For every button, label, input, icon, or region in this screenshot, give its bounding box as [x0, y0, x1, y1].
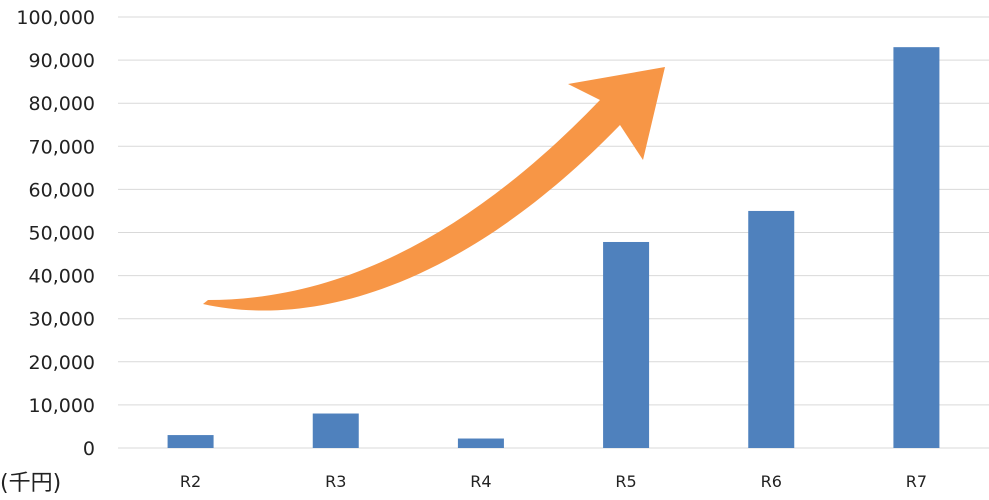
y-tick-label: 100,000	[16, 7, 95, 29]
x-tick-label: R2	[180, 472, 201, 491]
bar-r4	[457, 438, 504, 448]
y-axis-labels: 0 10,000 20,000 30,000 40,000 50,000 60,000 70,…	[16, 7, 95, 460]
y-tick-label: 60,000	[29, 179, 95, 201]
y-tick-label: 10,000	[29, 395, 95, 417]
y-tick-label: 90,000	[29, 50, 95, 72]
bar-r5	[603, 241, 650, 448]
unit-label: (千円)	[0, 471, 61, 496]
x-axis-labels: R2 R3 R4 R5 R6 R7	[180, 472, 927, 491]
y-tick-label: 20,000	[29, 352, 95, 374]
trend-arrow-icon	[203, 67, 665, 311]
x-tick-label: R7	[906, 472, 927, 491]
bar-r3	[312, 413, 359, 448]
bar-r6	[748, 210, 795, 448]
y-tick-label: 70,000	[29, 136, 95, 158]
y-tick-label: 40,000	[29, 266, 95, 288]
y-tick-label: 80,000	[29, 93, 95, 115]
x-tick-label: R5	[615, 472, 636, 491]
y-tick-label: 30,000	[29, 309, 95, 331]
y-tick-label: 50,000	[29, 223, 95, 245]
bar-r7	[893, 47, 940, 449]
x-tick-label: R3	[325, 472, 346, 491]
x-tick-label: R4	[470, 472, 491, 491]
bar-r2	[167, 435, 214, 448]
bars	[167, 47, 940, 449]
gridlines	[118, 16, 989, 449]
x-tick-label: R6	[761, 472, 782, 491]
y-tick-label: 0	[83, 438, 95, 460]
